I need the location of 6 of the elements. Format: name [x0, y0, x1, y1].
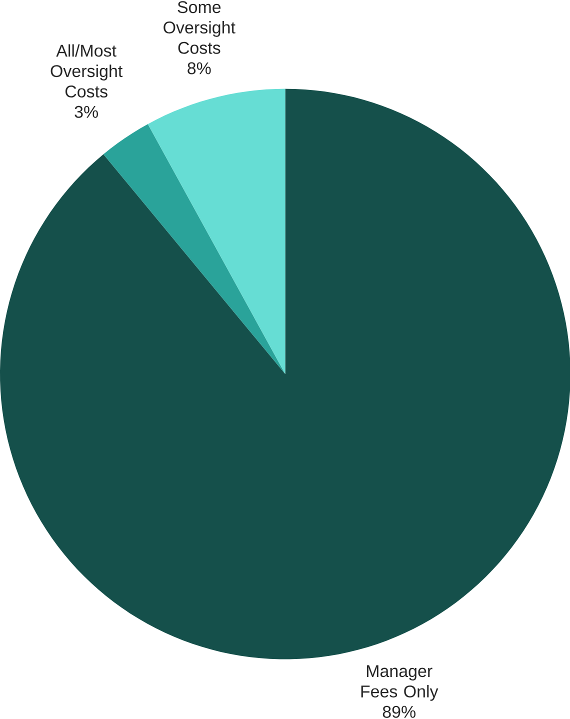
slice-label: Manager Fees Only	[361, 665, 438, 701]
data-label: 3%	[74, 106, 98, 118]
data-label: 89%	[382, 706, 416, 718]
data-label: 8%	[187, 62, 211, 74]
slice-label: Some Oversight Costs	[163, 1, 236, 54]
slice-label: All/Most Oversight Costs	[50, 44, 122, 98]
